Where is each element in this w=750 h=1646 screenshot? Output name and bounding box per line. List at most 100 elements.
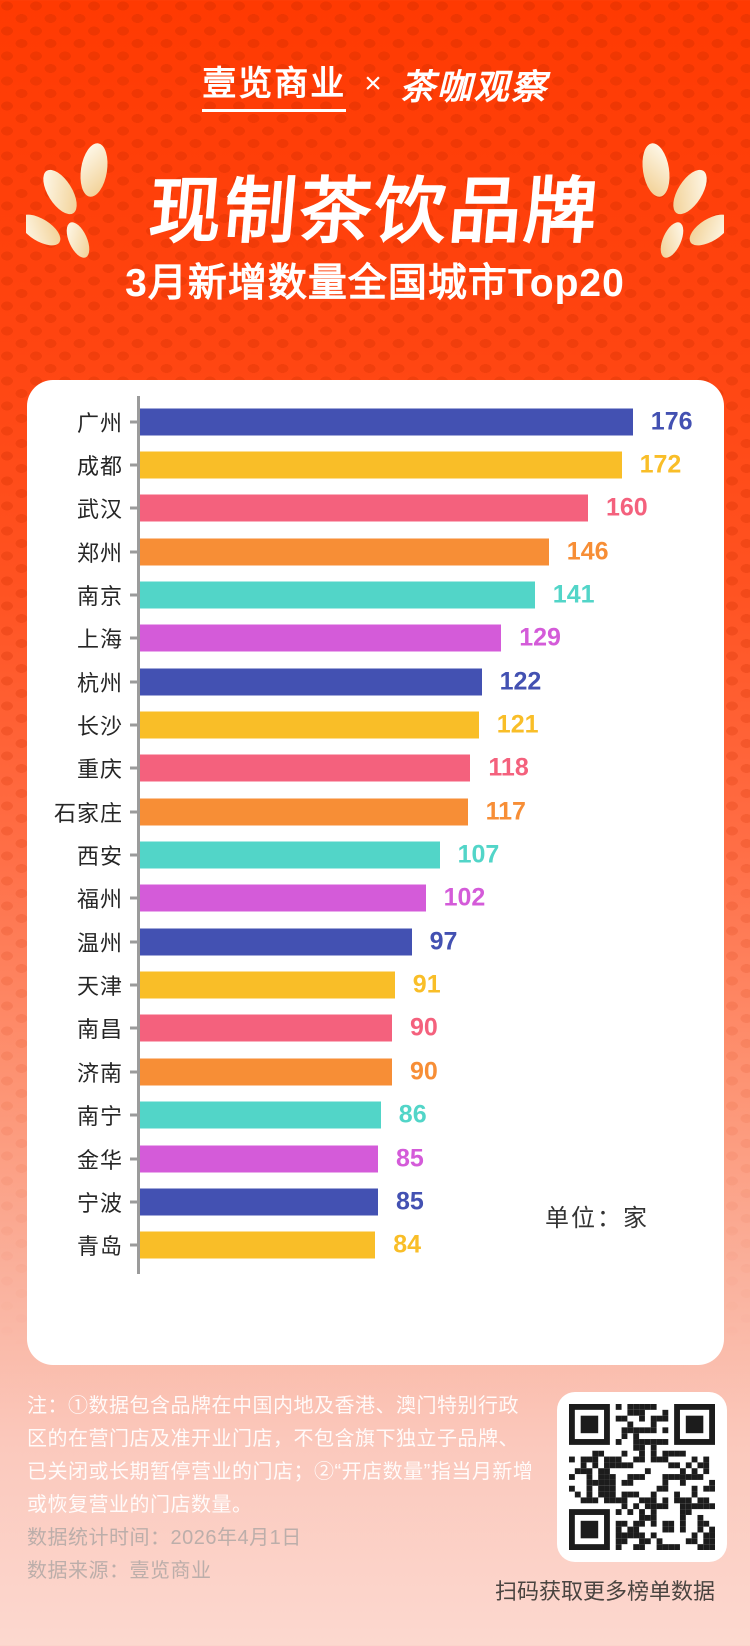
city-label: 西安 [76,844,123,870]
city-label: 成都 [76,454,123,480]
city-label: 宁波 [76,1190,123,1216]
bar [140,1014,392,1042]
city-label: 长沙 [76,714,123,740]
bar-value: 121 [496,710,539,739]
footnote-text: 注：①数据包含品牌在中国内地及香港、澳门特别行政区的在营门店及准开业门店，不包含… [27,1395,534,1516]
chart-card: 广州 176 成都 172 武汉 160 郑州 146 南京 141 上海 129 杭州 122 长沙 121… [27,380,724,1365]
axis-tick [130,896,138,900]
city-label: 温州 [76,930,123,956]
page-subtitle: 3月新增数量全国城市Top20 [125,262,625,305]
bar [140,798,468,826]
city-label: 济南 [76,1060,123,1086]
bar-value: 85 [396,1187,424,1216]
bar-value: 176 [650,407,693,436]
bar-value: 107 [457,840,500,869]
chart-row: 西安 107 [27,833,724,876]
chart-row: 福州 102 [27,877,724,920]
chart-row: 郑州 146 [27,530,724,573]
bar [140,1145,378,1173]
bar [140,971,395,999]
bar [140,884,426,912]
bar-value: 91 [412,970,441,999]
scan-hint-text: 扫码获取更多榜单数据 [494,1579,715,1604]
axis-tick [130,723,138,727]
bar [140,624,502,652]
bar [140,581,535,609]
unit-label: 单位：家 [545,1205,649,1232]
axis-tick [130,420,138,424]
bar [140,408,633,436]
bar [140,538,549,566]
bar-chart: 广州 176 成都 172 武汉 160 郑州 146 南京 141 上海 129 杭州 122 长沙 121… [27,396,724,1274]
chart-row: 天津 91 [27,963,724,1006]
axis-tick [130,680,138,684]
axis-tick [130,1026,138,1030]
city-label: 杭州 [76,670,123,696]
bar-value: 141 [552,580,595,609]
bar [140,1188,378,1216]
wheat-leaf-decoration-left [26,143,108,258]
bar-value: 122 [499,667,542,696]
bar [140,928,412,956]
city-label: 武汉 [76,497,123,523]
chart-row: 济南 90 [27,1050,724,1093]
chart-row: 青岛 84 [27,1224,724,1267]
wheat-leaf-decoration-right [642,143,724,258]
city-label: 广州 [76,410,123,436]
chart-row: 长沙 121 [27,703,724,746]
bar [140,494,588,522]
chart-row: 南宁 86 [27,1094,724,1137]
chaka-logo: 茶咖观察 [399,67,548,107]
city-label: 石家庄 [53,800,123,826]
chart-row: 武汉 160 [27,487,724,530]
bar-value: 84 [393,1230,421,1259]
bar-value: 117 [485,797,526,826]
chart-row: 石家庄 117 [27,790,724,833]
bar-value: 85 [396,1144,424,1173]
chart-row: 宁波 85 [27,1180,724,1223]
axis-tick [130,1157,138,1161]
yilan-logo: 壹览商业 [202,56,347,112]
bar-value: 118 [488,753,529,782]
qr-code-image [569,1404,715,1550]
axis-tick [130,1070,138,1074]
page-title: 现制茶饮品牌 [145,172,603,252]
chart-row: 上海 129 [27,617,724,660]
bar-value: 160 [606,493,648,522]
city-label: 上海 [76,627,123,653]
chart-row: 成都 172 [27,443,724,486]
bar [140,1058,392,1086]
axis-tick [130,853,138,857]
bar-value: 90 [410,1057,438,1086]
axis-tick [130,593,138,597]
chart-row: 杭州 122 [27,660,724,703]
bar-value: 172 [639,450,682,479]
chart-row: 南京 141 [27,573,724,616]
axis-tick [130,940,138,944]
bar [140,451,622,479]
city-label: 天津 [76,974,123,1000]
axis-tick [130,463,138,467]
axis-tick [130,636,138,640]
bar [140,1101,381,1129]
axis-tick [130,550,138,554]
chart-row: 重庆 118 [27,747,724,790]
chart-row: 广州 176 [27,400,724,443]
city-label: 郑州 [76,540,123,566]
brand-logo-row: 壹览商业 × 茶咖观察 [0,56,750,112]
chart-row: 金华 85 [27,1137,724,1180]
city-label: 金华 [76,1147,123,1173]
city-label: 重庆 [76,757,123,783]
axis-tick [130,810,138,814]
axis-tick [130,506,138,510]
city-label: 南宁 [76,1104,123,1130]
data-source-text: 数据来源：壹览商业 [27,1560,212,1582]
city-label: 青岛 [76,1234,123,1260]
bar [140,711,479,739]
bar [140,668,482,696]
chart-row: 温州 97 [27,920,724,963]
axis-tick [130,1243,138,1247]
bar-value: 146 [566,537,609,566]
bar [140,1231,376,1259]
bar-value: 90 [410,1013,438,1042]
